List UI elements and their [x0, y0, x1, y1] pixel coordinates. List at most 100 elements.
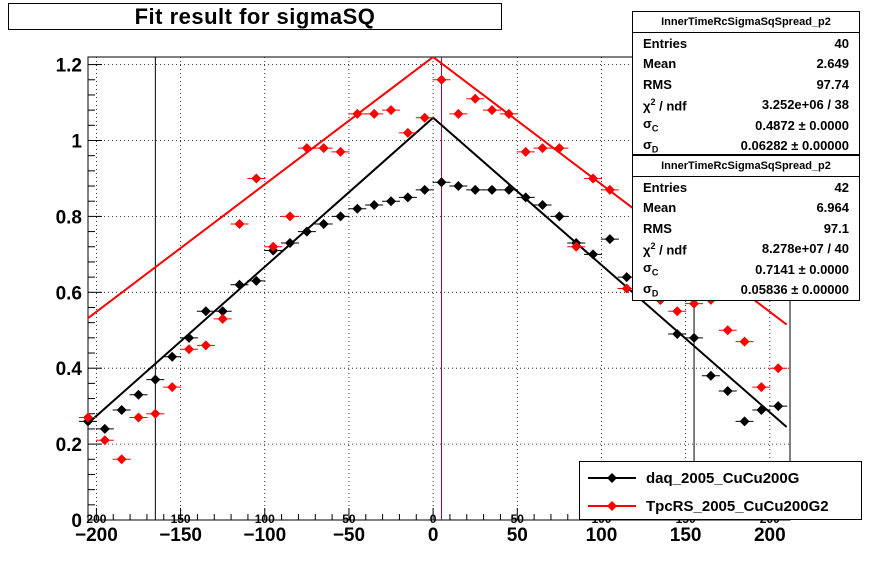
legend-label-daq: daq_2005_CuCu200G: [646, 469, 800, 487]
data-point: [99, 435, 110, 446]
x-tick-label: −200: [75, 525, 118, 546]
stats-row: σD 0.05836 ± 0.00000: [633, 280, 859, 301]
data-point: [739, 416, 750, 427]
stats-value: 40: [834, 35, 849, 51]
data-point: [588, 249, 599, 260]
stats-row: χ2 / ndf 3.252e+06 / 38: [633, 95, 859, 116]
stats-value: 97.1: [823, 220, 849, 236]
data-point: [537, 200, 548, 211]
stats-header: InnerTimeRcSigmaSqSpread_p2: [633, 156, 859, 177]
data-point: [386, 196, 397, 207]
stats-row: RMS 97.1: [633, 218, 859, 239]
data-point: [621, 272, 632, 283]
data-point: [150, 374, 161, 385]
y-tick-label: 0.2: [56, 435, 82, 456]
data-point: [301, 226, 312, 237]
stats-label: Mean: [643, 56, 677, 72]
data-point: [470, 93, 481, 104]
legend-label-tpcrs: TpcRS_2005_CuCu200G2: [646, 497, 829, 515]
stats-row: Entries 40: [633, 33, 859, 54]
data-point: [520, 146, 531, 157]
data-point: [773, 363, 784, 374]
data-point: [487, 184, 498, 195]
stats-value: 97.74: [816, 76, 849, 92]
stats-value: 6.964: [816, 200, 849, 216]
y-tick-label: 0.6: [56, 283, 82, 304]
data-point: [318, 218, 329, 229]
data-point: [352, 203, 363, 214]
data-point: [722, 385, 733, 396]
data-point: [588, 173, 599, 184]
stats-value: 42: [834, 179, 849, 195]
stats-label: RMS: [643, 220, 672, 236]
data-point: [554, 143, 565, 154]
data-point: [268, 241, 279, 252]
data-point: [200, 306, 211, 317]
data-point: [133, 412, 144, 423]
data-point: [672, 306, 683, 317]
x-tick-label: 150: [670, 525, 702, 546]
stats-box-daq: InnerTimeRcSigmaSqSpread_p2 Entries 40 Mean…: [632, 11, 860, 155]
y-tick-label: 0.8: [56, 207, 82, 228]
stats-label: σC: [643, 260, 659, 279]
legend-marker-black-icon: [588, 473, 636, 483]
data-point: [705, 370, 716, 381]
data-point: [419, 112, 430, 123]
stats-label: σD: [643, 280, 659, 299]
stats-header: InnerTimeRcSigmaSqSpread_p2: [633, 12, 859, 33]
stats-value: 0.4872 ± 0.0000: [755, 117, 849, 133]
legend-entry-tpcrs: TpcRS_2005_CuCu200G2: [580, 493, 861, 519]
data-point: [402, 127, 413, 138]
data-point: [217, 306, 228, 317]
data-point: [301, 143, 312, 154]
stats-label: Mean: [643, 200, 677, 216]
data-point: [470, 184, 481, 195]
data-point: [739, 336, 750, 347]
data-point: [369, 200, 380, 211]
data-point: [251, 173, 262, 184]
stats-value: 8.278e+07 / 40: [761, 241, 849, 257]
x-tick-label-inner: 50: [511, 512, 525, 526]
data-point: [689, 332, 700, 343]
data-point: [116, 404, 127, 415]
data-point: [386, 105, 397, 116]
stats-row: σC 0.4872 ± 0.0000: [633, 115, 859, 136]
data-point: [756, 404, 767, 415]
x-tick-label-inner: 200: [86, 512, 106, 526]
data-point: [689, 298, 700, 309]
stats-label: RMS: [643, 76, 672, 92]
data-point: [402, 192, 413, 203]
data-point: [167, 382, 178, 393]
x-tick-label-inner: 100: [255, 512, 275, 526]
data-point: [503, 184, 514, 195]
data-point: [436, 177, 447, 188]
stats-value: 3.252e+06 / 38: [761, 97, 849, 113]
stats-row: σD 0.06282 ± 0.00000: [633, 136, 859, 157]
data-point: [184, 332, 195, 343]
x-tick-label: 200: [754, 525, 786, 546]
data-point: [773, 401, 784, 412]
data-point: [604, 234, 615, 245]
data-point: [672, 329, 683, 340]
x-tick-label-inner: 150: [171, 512, 191, 526]
stats-box-tpcrs: InnerTimeRcSigmaSqSpread_p2 Entries 42 Mean…: [632, 155, 860, 301]
y-tick-label: 0.4: [56, 359, 83, 380]
stats-value: 0.05836 ± 0.00000: [740, 282, 849, 298]
stats-row: σC 0.7141 ± 0.0000: [633, 259, 859, 280]
data-point: [487, 105, 498, 116]
data-point: [251, 275, 262, 286]
stats-row: Mean 6.964: [633, 198, 859, 219]
stats-label: σD: [643, 136, 659, 155]
data-point: [453, 108, 464, 119]
data-point: [335, 211, 346, 222]
stats-row: Mean 2.649: [633, 54, 859, 75]
stats-value: 0.06282 ± 0.00000: [740, 138, 849, 154]
data-point: [604, 184, 615, 195]
data-point: [99, 423, 110, 434]
data-point: [184, 344, 195, 355]
data-point: [116, 454, 127, 465]
data-point: [285, 211, 296, 222]
legend-marker-red-icon: [588, 501, 636, 511]
data-point: [419, 184, 430, 195]
stats-label: Entries: [643, 35, 688, 51]
